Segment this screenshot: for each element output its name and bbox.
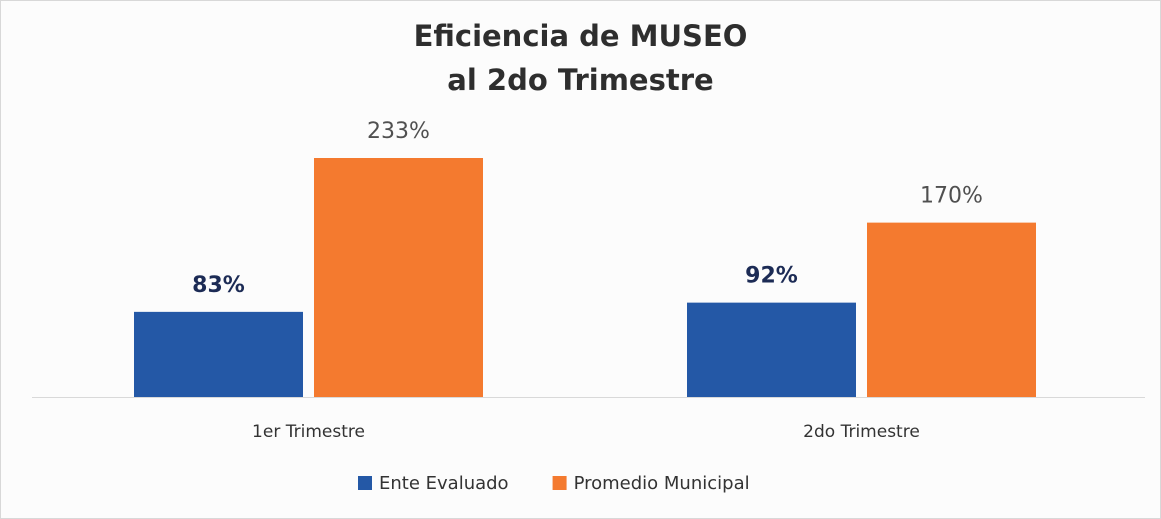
- data-label: 170%: [920, 184, 983, 209]
- data-label: 233%: [367, 119, 430, 144]
- legend-label: Promedio Municipal: [574, 473, 750, 494]
- x-tick-label: 1er Trimestre: [252, 422, 365, 442]
- data-label: 83%: [192, 273, 245, 298]
- chart-title: Eficiencia de MUSEO al 2do Trimestre: [413, 19, 748, 97]
- legend-swatch: [552, 476, 567, 490]
- bar: [867, 222, 1036, 397]
- bar: [687, 302, 856, 397]
- data-label: 92%: [745, 264, 798, 289]
- legend-label: Ente Evaluado: [379, 473, 509, 494]
- bar: [134, 311, 303, 397]
- legend-swatch: [358, 476, 372, 490]
- bar: [314, 158, 483, 397]
- x-tick-label: 2do Trimestre: [803, 422, 920, 442]
